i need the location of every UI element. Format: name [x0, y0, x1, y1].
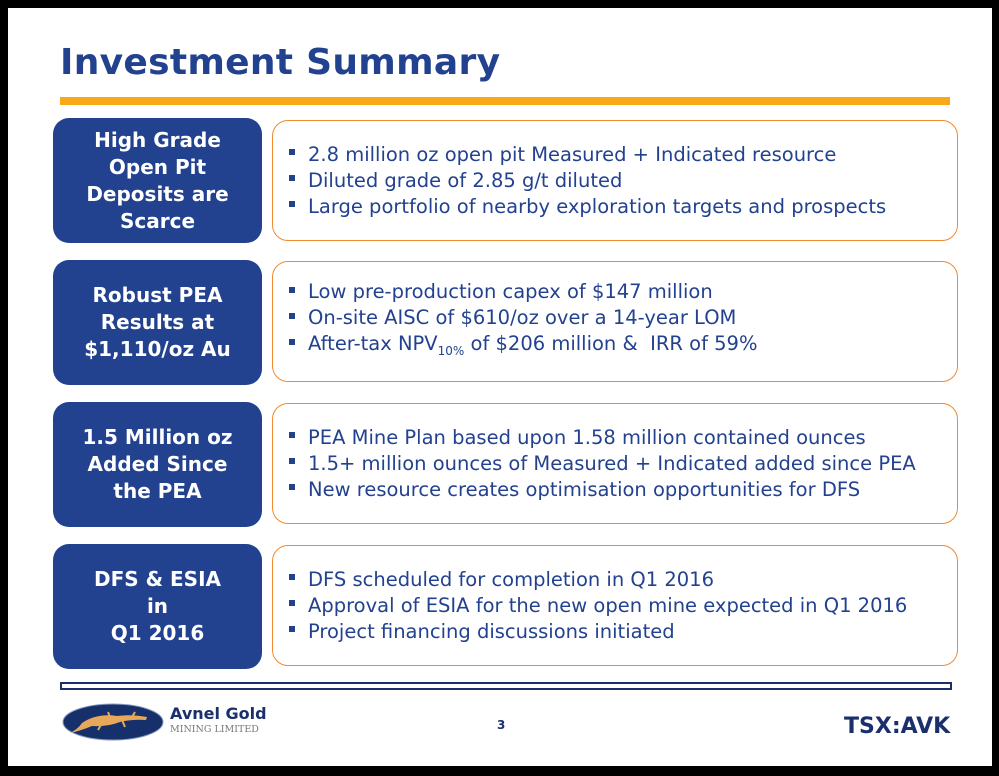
row-panel: PEA Mine Plan based upon 1.58 million co…: [272, 403, 958, 524]
company-subtitle: MINING LIMITED: [170, 724, 259, 735]
footer-divider: [60, 682, 952, 690]
company-name: Avnel Gold: [170, 704, 267, 723]
row-label: Robust PEA Results at $1,110/oz Au: [53, 260, 262, 385]
bullet: PEA Mine Plan based upon 1.58 million co…: [289, 425, 957, 451]
row-label: High Grade Open Pit Deposits are Scarce: [53, 118, 262, 243]
npv-subscript: 10%: [437, 343, 465, 358]
bullet: Diluted grade of 2.85 g/t diluted: [289, 168, 957, 194]
ticker-symbol: TSX:AVK: [844, 714, 951, 739]
npv-text-rest: of $206 million & IRR of 59%: [464, 332, 758, 356]
row-label: DFS & ESIA in Q1 2016: [53, 544, 262, 669]
row-panel: 2.8 million oz open pit Measured + Indic…: [272, 120, 958, 241]
bullet: On-site AISC of $610/oz over a 14-year L…: [289, 305, 957, 331]
bullet: Project financing discussions initiated: [289, 619, 957, 645]
slide: Investment Summary High Grade Open Pit D…: [8, 8, 992, 766]
bullet: 2.8 million oz open pit Measured + Indic…: [289, 142, 957, 168]
npv-text: After-tax NPV: [308, 332, 438, 356]
bullet: DFS scheduled for completion in Q1 2016: [289, 567, 957, 593]
bullet: Large portfolio of nearby exploration ta…: [289, 194, 957, 220]
bullet: 1.5+ million ounces of Measured + Indica…: [289, 451, 957, 477]
row-label: 1.5 Million oz Added Since the PEA: [53, 402, 262, 527]
bullet: New resource creates optimisation opport…: [289, 477, 957, 503]
title-underline: [60, 97, 950, 105]
avnel-lizard-logo-icon: [62, 703, 164, 741]
bullet: Approval of ESIA for the new open mine e…: [289, 593, 957, 619]
page-number: 3: [497, 718, 506, 732]
bullet: Low pre-production capex of $147 million: [289, 279, 957, 305]
row-panel: DFS scheduled for completion in Q1 2016 …: [272, 545, 958, 666]
page-title: Investment Summary: [60, 42, 501, 83]
row-panel: Low pre-production capex of $147 million…: [272, 261, 958, 382]
bullet: After-tax NPV10% of $206 million & IRR o…: [289, 331, 957, 364]
